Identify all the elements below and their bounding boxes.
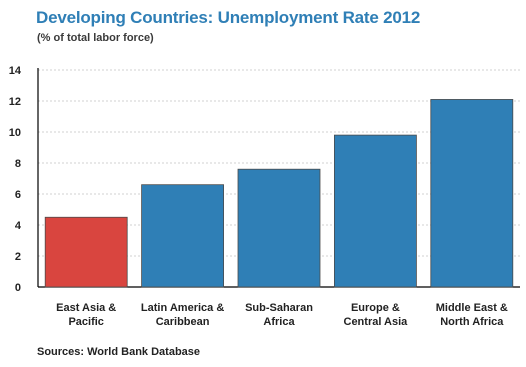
bar <box>44 216 128 288</box>
x-category-label: Europe & <box>351 302 400 314</box>
chart-title: Developing Countries: Unemployment Rate … <box>36 8 421 27</box>
x-category-label: East Asia & <box>56 302 116 314</box>
bar <box>237 168 321 288</box>
bar <box>141 184 225 288</box>
y-tick-label: 4 <box>15 220 22 232</box>
x-category-label: Africa <box>263 316 295 328</box>
y-tick-label: 2 <box>15 251 21 263</box>
y-tick-label: 6 <box>15 189 21 201</box>
y-tick-label: 0 <box>15 282 21 294</box>
x-category-label: Latin America & <box>141 302 224 314</box>
bar <box>430 99 514 288</box>
y-tick-label: 10 <box>9 127 21 139</box>
y-tick-label: 12 <box>9 96 21 108</box>
x-category-label: Sub-Saharan <box>245 302 313 314</box>
x-category-label: Middle East & <box>436 302 508 314</box>
x-category-label: Central Asia <box>344 316 409 328</box>
x-category-label: North Africa <box>440 316 504 328</box>
y-tick-label: 14 <box>9 65 22 77</box>
bar <box>333 134 417 288</box>
x-category-label: Caribbean <box>156 316 210 328</box>
chart-subtitle: (% of total labor force) <box>37 32 154 44</box>
x-category-label: Pacific <box>68 316 103 328</box>
y-tick-label: 8 <box>15 158 21 170</box>
source-note: Sources: World Bank Database <box>37 346 201 358</box>
